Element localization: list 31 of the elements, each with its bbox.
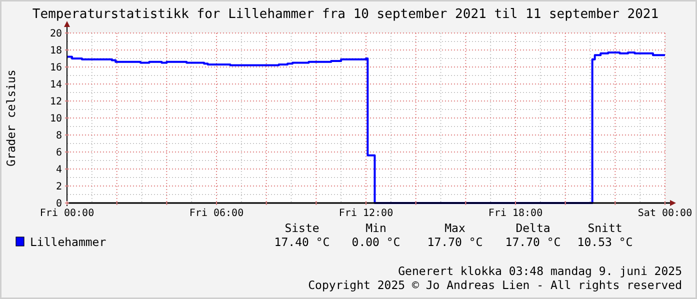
- text: Delta: [516, 221, 550, 235]
- y-tick-label: 2: [56, 182, 62, 192]
- text: Siste: [284, 221, 320, 235]
- text: 17.40 °C: [274, 235, 330, 249]
- text: 10.53 °C: [577, 235, 633, 249]
- y-tick-label: 0: [56, 198, 62, 210]
- text: Max: [444, 221, 466, 235]
- text: Generert klokka 03:48 mandag 9. juni 2025: [398, 264, 682, 278]
- y-tick-label: 12: [50, 96, 62, 108]
- x-tick-label: Sat 00:00: [638, 208, 692, 219]
- y-tick-label: 4: [56, 164, 62, 176]
- text: Copyright 2025 © Jo Andreas Lien - All rights reserved: [308, 278, 682, 292]
- y-tick-label: 18: [50, 46, 62, 56]
- x-tick-label: Fri 12:00: [338, 208, 394, 219]
- y-tick-label: 6: [56, 148, 62, 158]
- x-tick-label: Fri 06:00: [189, 208, 244, 219]
- x-tick-label: Fri 00:00: [40, 208, 94, 219]
- y-axis-title: Grader celsius: [4, 70, 18, 166]
- text: Snitt: [588, 221, 622, 235]
- text: 0.00 °C: [352, 235, 400, 249]
- y-tick-label: 8: [56, 130, 62, 142]
- text: 17.70 °C: [505, 235, 561, 249]
- y-tick-label: 20: [50, 28, 62, 40]
- text: Min: [366, 221, 386, 235]
- text: 17.70 °C: [427, 235, 483, 249]
- legend-label: Lillehammer: [30, 235, 106, 249]
- chart-title: Temperaturstatistikk for Lillehammer fra 10 september 2021 til 11 september 2021: [32, 7, 659, 22]
- y-tick-label: 16: [50, 62, 62, 74]
- x-tick-label: Fri 18:00: [488, 208, 543, 219]
- y-tick-label: 10: [50, 114, 62, 124]
- y-tick-label: 14: [50, 80, 62, 90]
